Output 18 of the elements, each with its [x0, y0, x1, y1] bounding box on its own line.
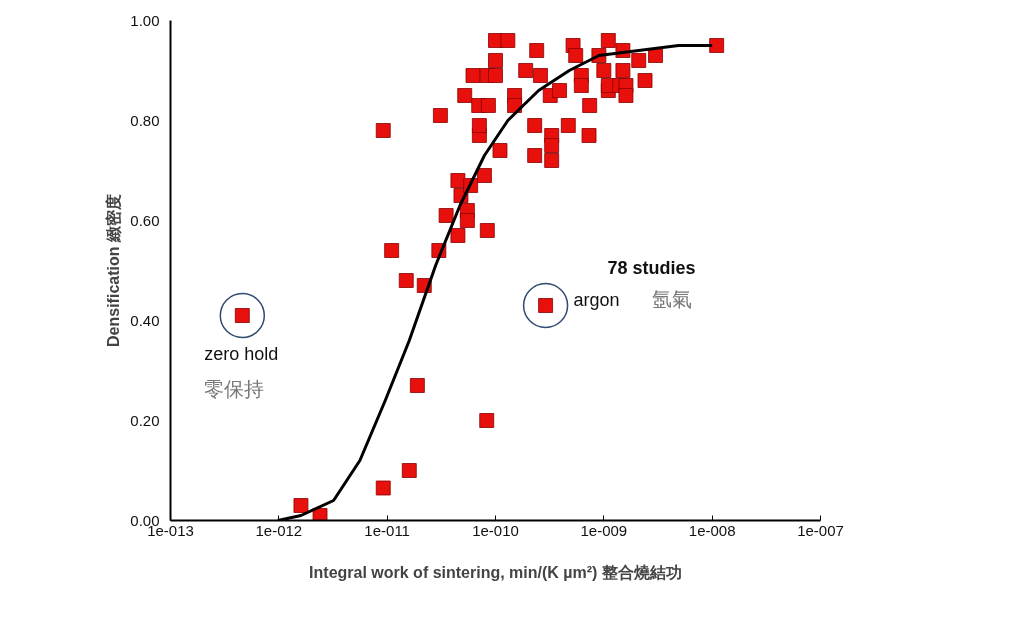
y-axis-title: Densification 緻密度	[104, 194, 123, 347]
x-tick-label: 1e-008	[688, 521, 736, 539]
x-tick-label: 1e-007	[797, 521, 844, 539]
annotation: zero hold	[204, 343, 279, 364]
y-tick-label: 0.40	[130, 311, 160, 329]
y-tick-label: 0.80	[130, 111, 160, 129]
annotation: argon	[573, 289, 620, 310]
y-tick-label: 0.20	[130, 411, 160, 429]
annotation: 零保持	[204, 377, 265, 400]
x-tick-label: 1e-011	[364, 521, 410, 539]
y-tick-label: 1.00	[130, 11, 160, 29]
annotation: 78 studies	[607, 257, 696, 278]
x-tick-label: 1e-012	[255, 521, 303, 539]
x-tick-label: 1e-010	[472, 521, 519, 539]
x-axis-title: Integral work of sintering, min/(K µm²) 整合燒結功	[309, 563, 682, 581]
x-tick-label: 1e-009	[580, 521, 628, 539]
y-tick-label: 0.60	[130, 211, 160, 229]
annotation: 氬氣	[651, 287, 692, 310]
